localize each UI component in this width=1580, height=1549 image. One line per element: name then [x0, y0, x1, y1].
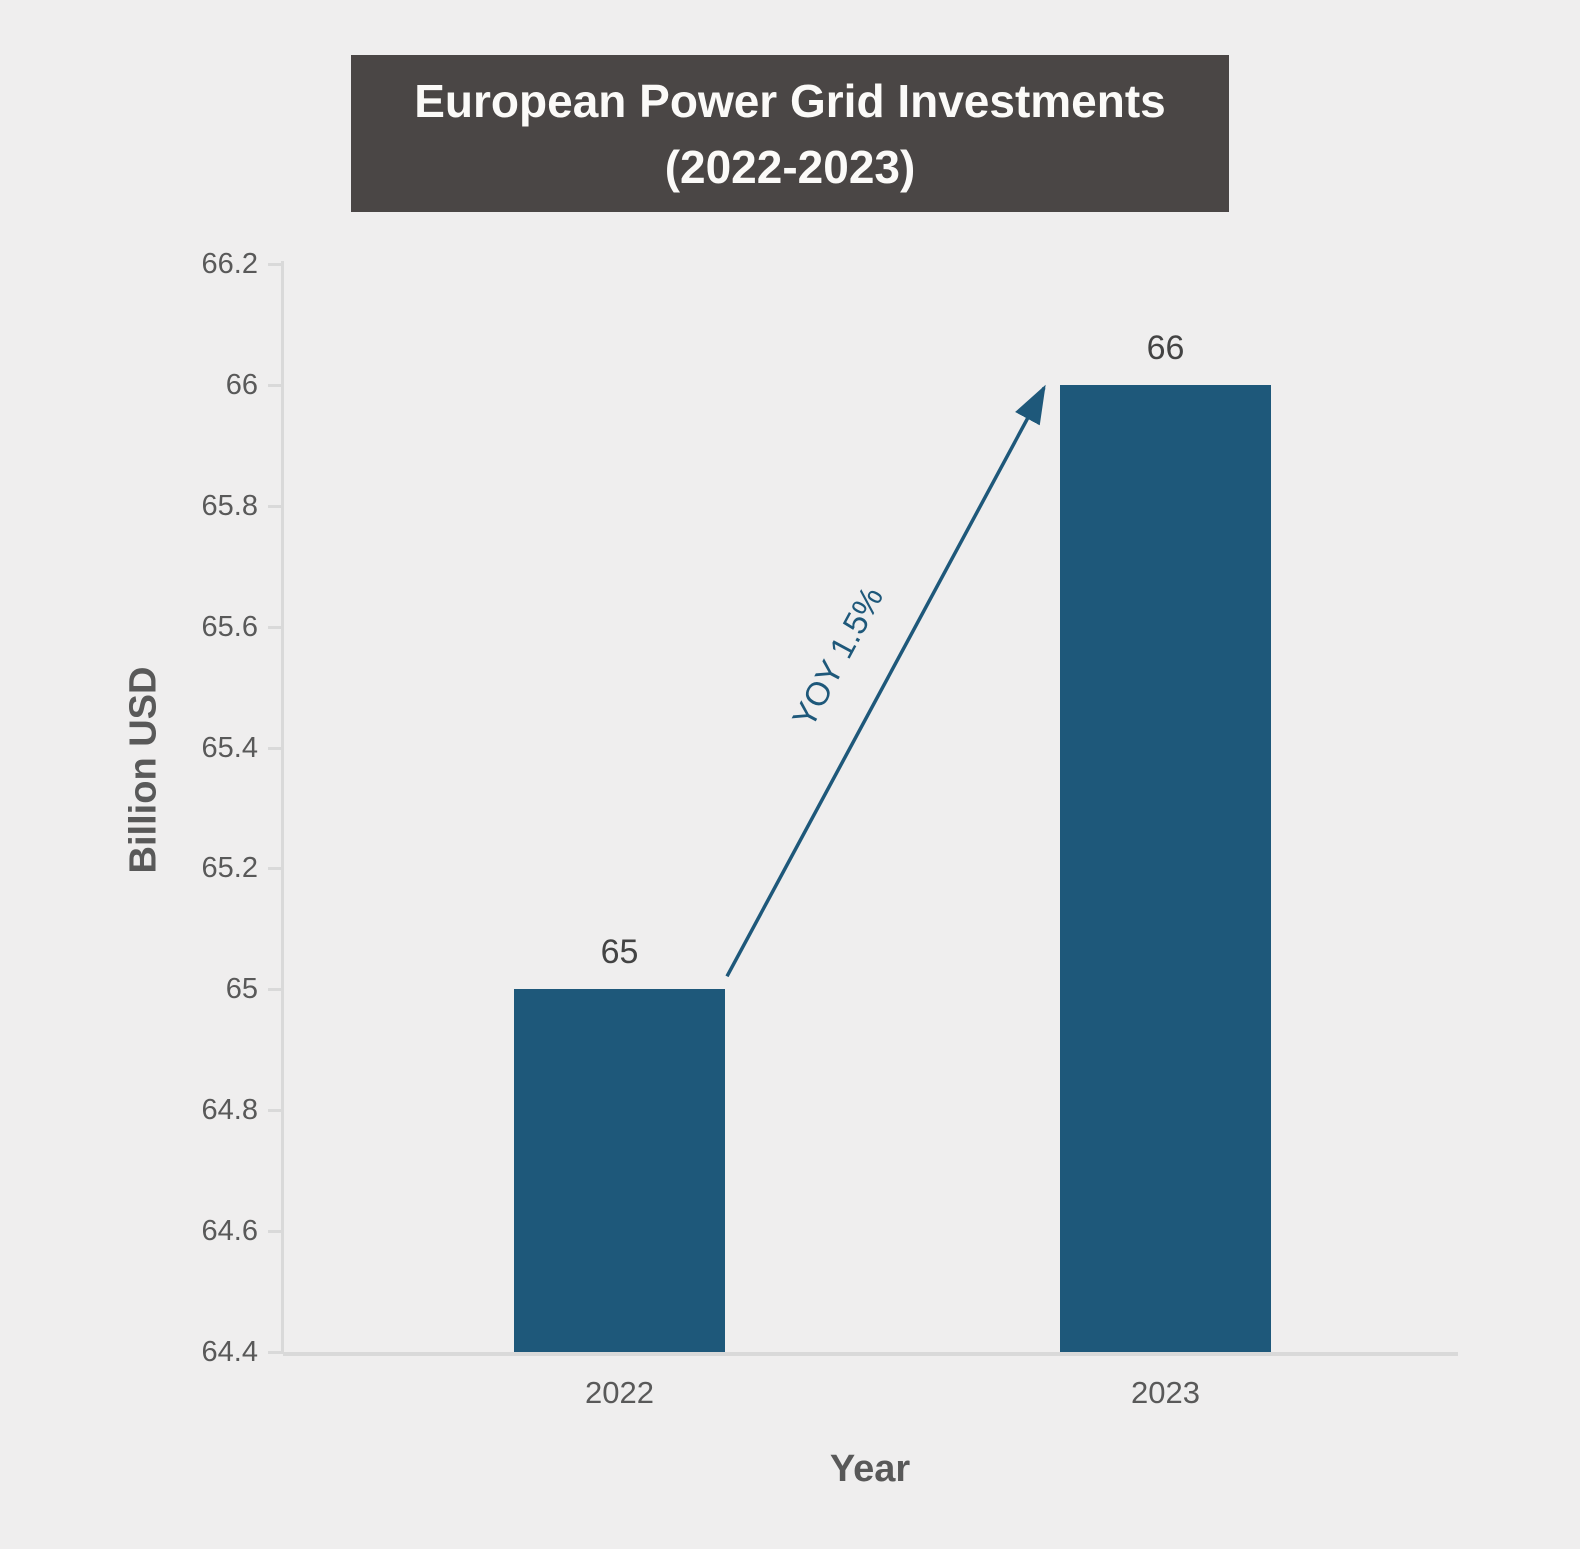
y-tick-mark	[268, 1230, 283, 1234]
bar-value-label: 65	[600, 933, 639, 972]
y-tick-label: 64.6	[201, 1215, 258, 1248]
y-tick-mark	[268, 263, 283, 266]
y-tick-mark	[268, 867, 283, 871]
y-axis-title: Billion USD	[122, 666, 165, 874]
y-tick-label: 65.6	[201, 610, 258, 643]
y-tick-label: 65	[225, 973, 258, 1006]
x-axis-line	[283, 1352, 1458, 1356]
y-tick-label: 65.8	[201, 489, 258, 522]
y-tick-label: 66.2	[201, 248, 258, 280]
x-axis-title: Year	[829, 1448, 911, 1490]
x-tick-label: 2023	[1131, 1375, 1200, 1410]
y-tick-label: 66	[225, 368, 258, 401]
x-tick-label: 2022	[585, 1375, 654, 1410]
chart-title-box: European Power Grid Investments (2022-20…	[351, 55, 1229, 212]
bar-2023	[1060, 384, 1271, 1352]
y-tick-mark	[268, 504, 283, 508]
y-tick-label: 65.2	[201, 852, 258, 885]
yoy-annotation-label: YOY 1.5%	[784, 579, 891, 733]
y-axis-line	[281, 261, 284, 1354]
y-tick-mark	[268, 988, 283, 992]
y-tick-mark	[268, 383, 283, 387]
chart-title-line1: European Power Grid Investments	[414, 74, 1166, 127]
bar-value-label: 66	[1146, 328, 1185, 367]
y-tick-mark	[268, 625, 283, 629]
chart-title-line2: (2022-2023)	[664, 140, 916, 193]
y-tick-mark	[268, 746, 283, 750]
y-tick-mark	[268, 1109, 283, 1113]
y-tick-label: 64.8	[201, 1094, 258, 1127]
y-tick-label: 64.4	[201, 1336, 258, 1368]
y-tick-label: 65.4	[201, 731, 258, 764]
y-tick-mark	[268, 1351, 283, 1354]
bar-2022	[514, 989, 725, 1352]
